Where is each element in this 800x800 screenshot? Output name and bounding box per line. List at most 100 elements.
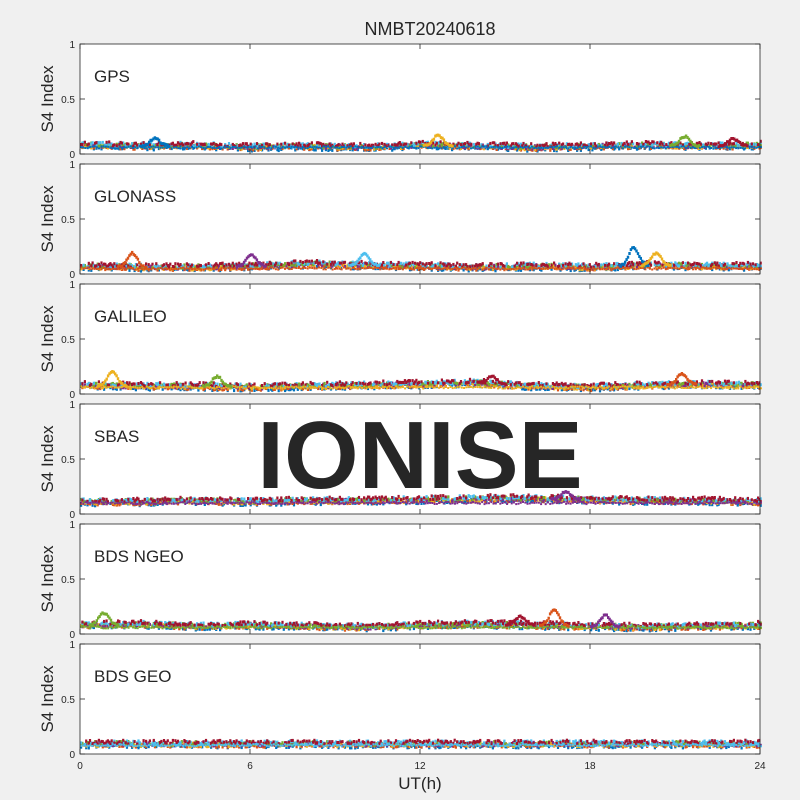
data-point: [414, 143, 417, 147]
data-point: [159, 266, 162, 269]
data-point: [549, 266, 552, 269]
data-point: [554, 142, 557, 145]
data-point: [392, 146, 395, 149]
data-point: [301, 260, 304, 264]
data-point: [504, 144, 507, 148]
data-point: [463, 146, 466, 150]
data-point: [233, 389, 236, 393]
data-point: [280, 263, 283, 267]
data-point: [507, 145, 510, 149]
data-point: [345, 265, 348, 269]
data-point: [658, 140, 662, 144]
data-point: [328, 260, 331, 264]
data-point: [118, 147, 121, 151]
data-point: [184, 268, 187, 271]
data-point: [648, 266, 651, 270]
data-point: [337, 143, 340, 147]
data-point: [229, 147, 232, 149]
data-point: [252, 267, 255, 270]
data-point: [679, 141, 682, 145]
data-point: [700, 267, 704, 271]
data-point: [105, 140, 108, 144]
data-points: [80, 246, 762, 273]
data-point: [197, 263, 200, 267]
data-point: [221, 147, 224, 151]
data-point: [556, 145, 558, 148]
data-point: [211, 142, 214, 146]
data-point: [578, 268, 581, 272]
data-point: [99, 141, 102, 145]
data-point: [215, 148, 218, 152]
data-point: [386, 147, 388, 150]
data-point: [150, 268, 153, 271]
peak-point: [149, 138, 152, 142]
data-point: [156, 264, 159, 268]
data-point: [431, 267, 434, 270]
data-point: [754, 145, 757, 148]
data-point: [137, 143, 140, 147]
data-point: [132, 267, 135, 270]
data-point: [313, 261, 316, 265]
data-point: [278, 261, 282, 265]
data-point: [125, 268, 128, 271]
data-point: [253, 265, 256, 269]
data-point: [342, 145, 345, 148]
data-point: [437, 141, 440, 145]
data-point: [406, 264, 409, 268]
data-point: [386, 267, 388, 270]
data-point: [699, 145, 702, 149]
data-point: [526, 149, 529, 153]
data-point: [635, 147, 639, 151]
data-point: [710, 147, 713, 149]
peak-point: [428, 142, 431, 146]
y-axis-label: S4 Index: [38, 65, 57, 133]
data-point: [426, 147, 429, 149]
data-point: [93, 145, 96, 148]
data-point: [297, 267, 300, 269]
data-point: [354, 267, 357, 270]
data-point: [553, 143, 556, 147]
data-point: [234, 265, 237, 269]
data-point: [248, 265, 251, 269]
peak-point: [724, 142, 727, 146]
data-point: [648, 145, 651, 148]
data-point: [410, 145, 413, 148]
data-point: [697, 146, 700, 150]
data-point: [706, 263, 709, 267]
data-point: [535, 147, 538, 150]
data-point: [119, 140, 122, 144]
data-point: [259, 267, 262, 270]
data-point: [590, 142, 593, 146]
data-point: [435, 146, 438, 149]
data-point: [704, 146, 707, 150]
data-point: [562, 263, 565, 267]
data-point: [116, 268, 119, 271]
data-point: [381, 266, 384, 269]
data-point: [459, 147, 463, 150]
data-point: [694, 147, 697, 150]
data-point: [315, 144, 319, 148]
data-point: [411, 143, 414, 147]
data-point: [163, 267, 166, 270]
data-point: [380, 263, 384, 267]
data-point: [343, 265, 347, 268]
data-point: [105, 142, 108, 146]
data-point: [750, 147, 753, 151]
data-point: [281, 264, 284, 268]
data-point: [187, 268, 190, 272]
data-point: [333, 146, 336, 149]
y-tick-label: 1: [69, 40, 75, 51]
data-point: [97, 144, 100, 148]
data-point: [448, 142, 451, 146]
data-point: [522, 146, 524, 149]
data-point: [655, 146, 658, 149]
data-point: [528, 147, 531, 149]
data-point: [611, 264, 614, 267]
data-point: [523, 143, 526, 147]
data-point: [366, 144, 370, 148]
data-point: [664, 265, 667, 269]
data-point: [136, 146, 139, 149]
data-point: [653, 141, 656, 145]
data-point: [415, 141, 418, 145]
data-point: [644, 142, 647, 146]
